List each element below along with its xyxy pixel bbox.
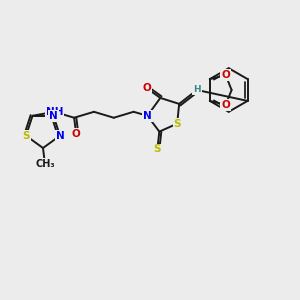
Text: O: O (142, 83, 151, 93)
Text: O: O (72, 129, 80, 139)
Text: O: O (221, 70, 230, 80)
Text: O: O (221, 100, 230, 110)
Text: NH: NH (46, 107, 63, 117)
Text: H: H (193, 85, 201, 94)
Text: N: N (143, 111, 152, 121)
Text: N: N (56, 131, 64, 141)
Text: S: S (154, 144, 161, 154)
Text: CH₃: CH₃ (35, 159, 55, 169)
Text: S: S (173, 119, 181, 129)
Text: N: N (49, 111, 58, 121)
Text: S: S (22, 131, 30, 141)
